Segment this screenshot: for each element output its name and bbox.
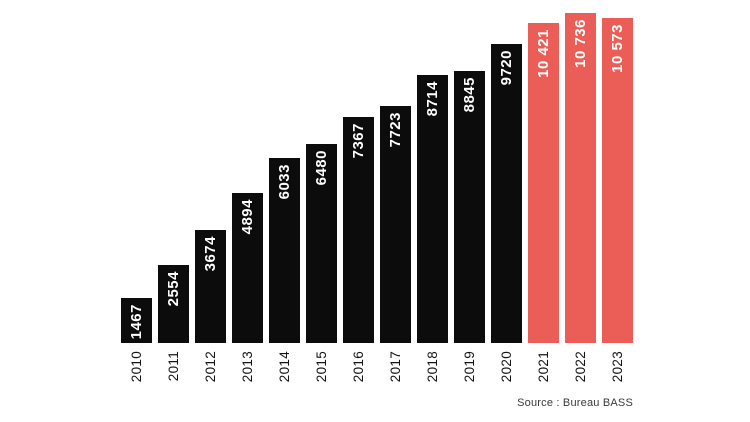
x-axis-label: 2015: [313, 351, 329, 383]
x-axis-label-cell: 2019: [454, 351, 485, 389]
x-axis-label-cell: 2014: [269, 351, 300, 389]
bar-2011: 2554: [158, 264, 189, 343]
x-axis-label-cell: 2018: [417, 351, 448, 389]
x-axis-label-cell: 2012: [195, 351, 226, 389]
x-axis-label: 2017: [387, 351, 403, 383]
x-axis-label: 2020: [498, 351, 514, 383]
bar-2023: 10 573: [602, 18, 633, 343]
x-axis-label: 2010: [128, 351, 144, 383]
bar-value-label: 7367: [350, 122, 367, 158]
bar-2020: 9720: [491, 44, 522, 343]
x-axis-label: 2013: [239, 351, 255, 383]
x-axis-label: 2018: [424, 351, 440, 383]
x-axis-label: 2021: [535, 351, 551, 383]
x-axis-label-cell: 2017: [380, 351, 411, 389]
chart-area: 1467 2554 3674 4894 6033 6480 7367 7723 8714 8845…: [121, 13, 633, 389]
bar-value-label: 9720: [498, 50, 515, 86]
bar-2022: 10 736: [565, 13, 596, 343]
bar-value-label: 4894: [239, 198, 256, 234]
x-axis-label: 2022: [572, 351, 588, 383]
x-axis-label: 2023: [609, 351, 625, 383]
bars-container: 1467 2554 3674 4894 6033 6480 7367 7723 8714 8845…: [121, 13, 633, 343]
x-axis-label: 2019: [461, 351, 477, 383]
bar-value-label: 2554: [165, 270, 182, 306]
bar-value-label: 8714: [424, 81, 441, 117]
x-axis-label: 2016: [350, 351, 366, 383]
source-caption: Source : Bureau BASS: [517, 397, 633, 409]
bar-2012: 3674: [195, 230, 226, 343]
x-axis-labels: 2010 2011 2012 2013 2014 2015 2016 2017 2018 2019…: [121, 351, 633, 389]
x-axis-label: 2014: [276, 351, 292, 383]
bar-value-label: 7723: [387, 111, 404, 147]
bar-value-label: 10 421: [535, 28, 552, 78]
x-axis-label-cell: 2011: [158, 351, 189, 389]
bar-2013: 4894: [232, 192, 263, 343]
bar-value-label: 1467: [128, 303, 145, 340]
bar-value-label: 10 736: [572, 19, 589, 68]
bar-value-label: 6480: [313, 149, 330, 186]
bar-value-label: 10 573: [609, 24, 626, 73]
x-axis-label-cell: 2013: [232, 351, 263, 389]
bar-value-label: 6033: [276, 163, 293, 199]
x-axis-label-cell: 2016: [343, 351, 374, 389]
x-axis-label-cell: 2021: [528, 351, 559, 389]
bar-2021: 10 421: [528, 22, 559, 343]
x-axis-label-cell: 2010: [121, 351, 152, 389]
bar-2014: 6033: [269, 157, 300, 343]
x-axis-label-cell: 2015: [306, 351, 337, 389]
x-axis-label: 2011: [165, 351, 181, 382]
x-axis-label-cell: 2020: [491, 351, 522, 389]
bar-2016: 7367: [343, 116, 374, 343]
x-axis-label-cell: 2022: [565, 351, 596, 389]
bar-2019: 8845: [454, 71, 485, 343]
bar-value-label: 8845: [461, 77, 478, 113]
bar-2017: 7723: [380, 105, 411, 343]
bar-value-label: 3674: [202, 236, 219, 272]
bar-2018: 8714: [417, 75, 448, 343]
bar-2010: 1467: [121, 297, 152, 343]
bar-2015: 6480: [306, 143, 337, 343]
x-axis-label-cell: 2023: [602, 351, 633, 389]
x-axis-label: 2012: [202, 351, 218, 383]
